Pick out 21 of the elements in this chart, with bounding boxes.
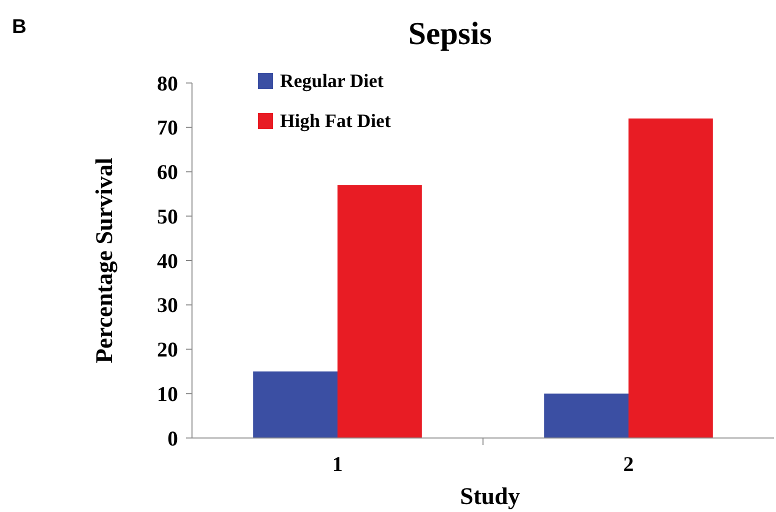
bar (628, 118, 713, 438)
y-tick-label: 30 (157, 293, 178, 318)
bar (253, 371, 338, 438)
y-tick-label: 60 (157, 160, 178, 184)
bar (544, 394, 628, 438)
y-tick-label: 40 (157, 248, 178, 273)
y-tick-label: 70 (157, 116, 178, 140)
y-tick-label: 0 (168, 426, 178, 450)
y-tick-label: 80 (157, 71, 178, 96)
legend-label: High Fat Diet (280, 111, 392, 132)
x-tick-label: 1 (332, 452, 343, 476)
y-tick-label: 50 (157, 204, 178, 228)
text: B (12, 16, 26, 38)
legend-label: Regular Diet (280, 71, 384, 92)
x-tick-label: 2 (623, 452, 634, 476)
x-axis-title: Study (460, 484, 520, 510)
chart-title: Sepsis (408, 15, 492, 51)
y-axis-title: Percentage Survival (92, 157, 118, 364)
bar (338, 185, 422, 438)
y-tick-label: 10 (157, 382, 178, 406)
y-tick-label: 20 (157, 338, 178, 362)
